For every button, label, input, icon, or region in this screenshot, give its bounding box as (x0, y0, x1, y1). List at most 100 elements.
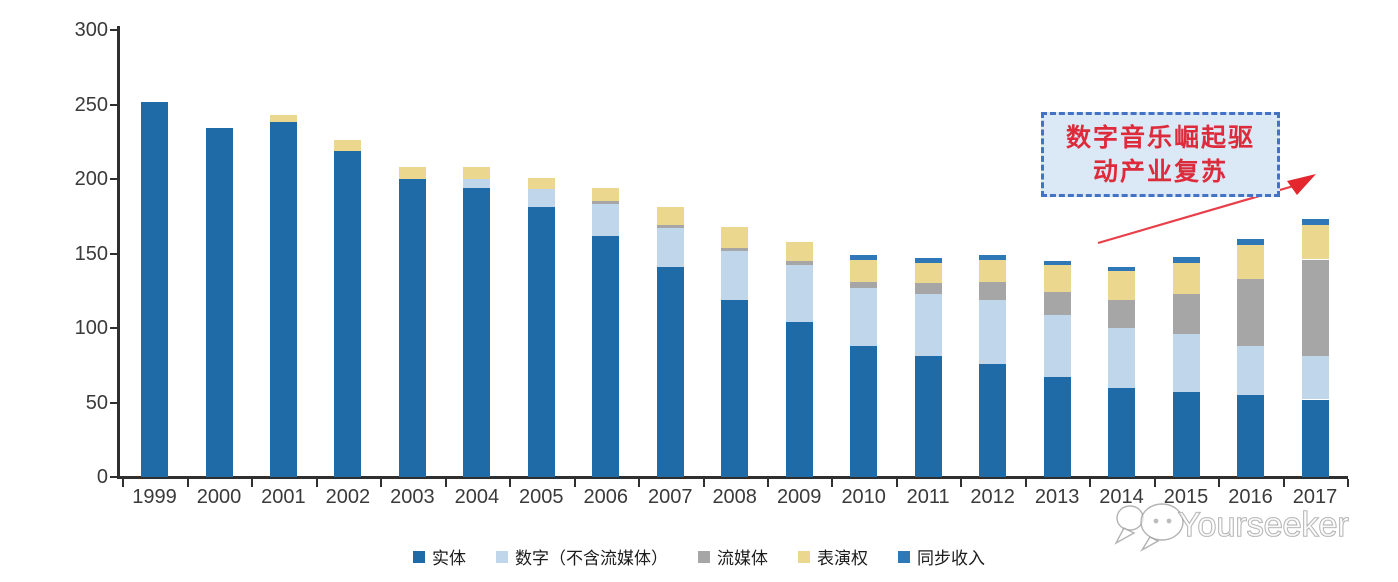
bar-segment (269, 122, 297, 477)
x-tick (1218, 479, 1221, 487)
bar-segment (1043, 377, 1071, 477)
bar-segment (1301, 356, 1329, 400)
x-tick-label: 2016 (1228, 486, 1273, 508)
x-tick-label: 2008 (712, 486, 757, 508)
legend-label: 同步收入 (917, 549, 985, 568)
x-tick (122, 479, 125, 487)
y-tick-label: 50 (85, 391, 108, 414)
y-tick-label: 250 (74, 93, 108, 116)
bar-segment (1237, 395, 1264, 478)
y-tick (110, 476, 118, 478)
watermark-text: Yourseeker (1178, 506, 1349, 544)
watermark-bubble-tail-icon (1114, 527, 1136, 545)
x-tick-label: 2009 (776, 486, 822, 508)
x-tick-label: 2017 (1292, 486, 1338, 508)
x-tick-label: 2007 (648, 486, 693, 508)
bar-segment (850, 259, 878, 282)
bar-segment (1043, 265, 1071, 293)
legend: 实体 数字（不含流媒体） 流媒体 表演权 同步收入 (0, 544, 1398, 569)
y-tick (110, 29, 118, 31)
bar-segment (656, 228, 684, 267)
bar-segment (592, 201, 620, 205)
bar-segment (269, 114, 297, 123)
x-tick (509, 479, 512, 487)
x-tick-label: 2002 (325, 486, 371, 508)
watermark-eye-icon (1153, 518, 1159, 524)
bar-segment (785, 265, 813, 322)
bar-segment (1108, 299, 1135, 328)
bar-segment (979, 299, 1007, 364)
bar-segment (1172, 334, 1200, 393)
x-tick (702, 479, 705, 487)
x-tick (1153, 479, 1156, 487)
bar-segment (850, 345, 878, 477)
legend-item: 实体 (413, 544, 466, 569)
bar-segment (785, 241, 813, 261)
bar-segment (721, 226, 749, 248)
y-tick-label: 0 (96, 466, 108, 488)
bar-segment (1301, 399, 1329, 477)
bar-segment (979, 363, 1007, 477)
y-tick (110, 401, 118, 404)
legend-item: 表演权 (798, 544, 868, 569)
legend-label: 表演权 (817, 549, 868, 568)
bar-segment (656, 207, 684, 226)
x-tick-label: 2015 (1163, 486, 1209, 508)
legend-label: 实体 (432, 549, 466, 568)
x-tick (315, 479, 318, 487)
x-tick-label: 2000 (196, 486, 242, 508)
x-tick (1089, 479, 1092, 487)
x-tick-label: 2005 (519, 486, 564, 508)
bar-segment (1043, 260, 1071, 266)
bar-segment (785, 260, 813, 266)
x-tick (831, 479, 834, 487)
bar-segment (1172, 262, 1200, 294)
legend-swatch-icon (496, 550, 508, 563)
bar-segment (463, 167, 491, 179)
bar-segment (850, 255, 878, 260)
bar-segment (398, 167, 426, 179)
bar-segment (592, 235, 620, 477)
legend-item: 同步收入 (898, 544, 985, 569)
legend-item: 流媒体 (698, 544, 768, 569)
y-tick-label: 200 (74, 168, 108, 190)
bar-segment (1043, 292, 1071, 315)
annotation-text-line1: 数字音乐崛起驱 (1065, 123, 1255, 152)
y-tick-label: 150 (74, 242, 108, 265)
bar-segment (1172, 392, 1200, 477)
bar-segment (141, 101, 168, 477)
x-tick-label: 2012 (970, 486, 1015, 508)
y-tick (110, 252, 118, 255)
x-tick-label: 2011 (906, 486, 950, 508)
bar-segment (1108, 266, 1135, 272)
bar-segment (914, 262, 942, 284)
bar-segment (334, 150, 362, 477)
bar-segment (1301, 219, 1329, 226)
bar-segment (334, 140, 362, 151)
x-tick-label: 2014 (1099, 486, 1144, 508)
y-tick (110, 327, 118, 329)
x-tick-label: 2001 (261, 486, 306, 508)
x-tick-label: 2004 (454, 486, 500, 508)
bar-segment (914, 356, 942, 477)
annotation-text-line2: 动产业复苏 (1092, 157, 1228, 186)
bar-segment (850, 287, 878, 346)
bar-segment (979, 281, 1007, 300)
x-tick-label: 1999 (132, 486, 177, 508)
y-tick (110, 178, 118, 180)
x-tick (767, 479, 769, 487)
bar-segment (463, 179, 491, 188)
legend-swatch-icon (798, 550, 810, 563)
watermark-eye2-icon (1166, 518, 1172, 524)
bar-segment (656, 266, 684, 477)
bar-segment (1237, 278, 1264, 346)
bar-segment (527, 177, 555, 190)
y-tick-label: 300 (74, 19, 108, 41)
x-tick-label: 2013 (1034, 486, 1080, 508)
x-axis (117, 476, 1348, 479)
bar-segment (1172, 293, 1200, 334)
bar-segment (656, 225, 684, 229)
bar-segment (1108, 271, 1135, 300)
annotation-callout: 数字音乐崛起驱 动产业复苏 (1041, 112, 1280, 197)
x-tick-label: 2003 (390, 486, 435, 508)
